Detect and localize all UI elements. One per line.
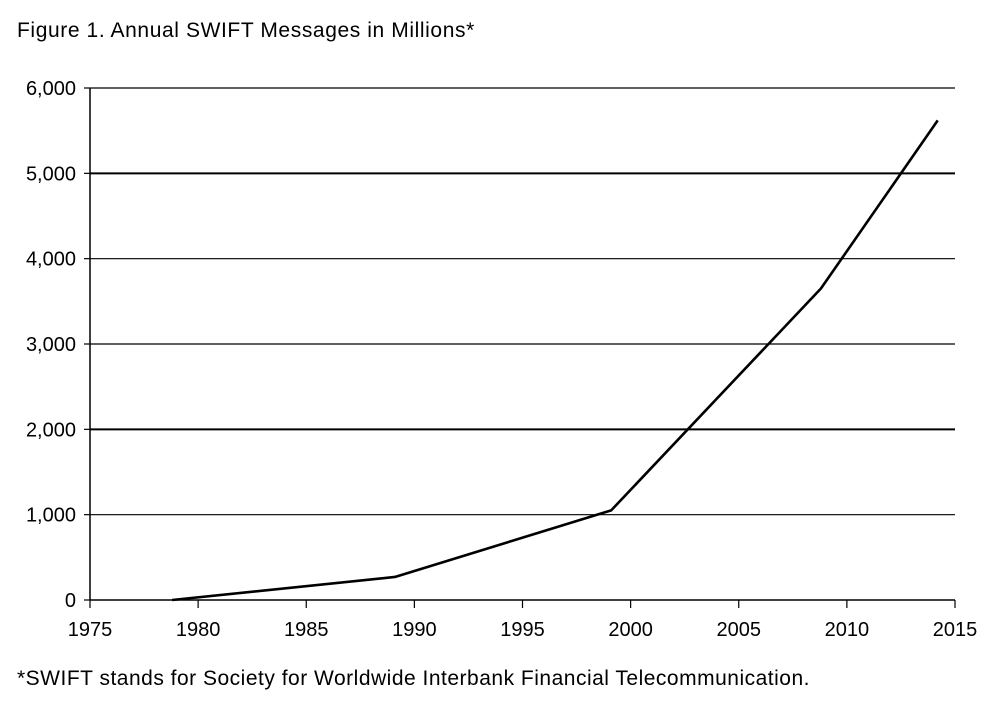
y-tick-label: 5,000 (26, 163, 76, 185)
line-chart: 0 1,000 2,000 3,000 4,000 5,000 6,000 1975 1980… (26, 78, 978, 641)
figure-title: Figure 1. Annual SWIFT Messages in Milli… (17, 19, 475, 42)
x-tick-labels: 1975 1980 1985 1990 1995 2000 2005 2010 2015 (68, 619, 978, 641)
x-tick-label: 2010 (825, 619, 870, 641)
x-tick-label: 1975 (68, 619, 113, 641)
gridlines (90, 87, 955, 516)
y-tick-label: 4,000 (26, 249, 76, 271)
y-tick-labels: 0 1,000 2,000 3,000 4,000 5,000 6,000 (26, 78, 76, 612)
series-layer (172, 119, 939, 602)
y-tick-label: 3,000 (26, 334, 76, 356)
axes (84, 87, 956, 608)
y-tick-label: 0 (65, 590, 76, 612)
x-tick-label: 2000 (608, 619, 653, 641)
x-tick-label: 1985 (284, 619, 329, 641)
x-tick-label: 2015 (933, 619, 978, 641)
x-tick-label: 1980 (176, 619, 221, 641)
x-tick-label: 1995 (500, 619, 545, 641)
footnote: *SWIFT stands for Society for Worldwide … (17, 667, 810, 690)
y-tick-label: 2,000 (26, 419, 76, 441)
series-line (172, 119, 939, 602)
x-tick-label: 1990 (392, 619, 437, 641)
y-tick-label: 6,000 (26, 78, 76, 100)
y-tick-label: 1,000 (26, 505, 76, 527)
x-tick-label: 2005 (717, 619, 762, 641)
